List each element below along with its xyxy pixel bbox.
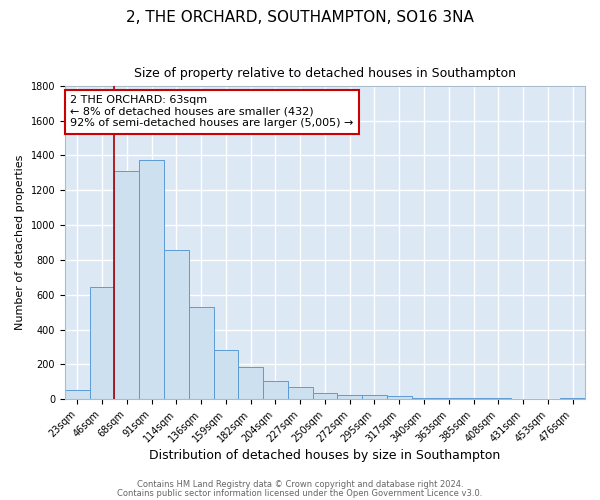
- Text: Contains public sector information licensed under the Open Government Licence v3: Contains public sector information licen…: [118, 488, 482, 498]
- Bar: [412, 398, 436, 399]
- Title: Size of property relative to detached houses in Southampton: Size of property relative to detached ho…: [134, 68, 516, 80]
- Bar: [436, 398, 461, 399]
- Bar: [337, 394, 362, 399]
- Bar: [362, 395, 387, 399]
- Bar: [387, 396, 412, 399]
- Bar: [560, 398, 585, 399]
- Bar: [89, 287, 115, 399]
- Bar: [214, 350, 238, 399]
- Bar: [65, 390, 89, 399]
- Bar: [288, 387, 313, 399]
- Bar: [139, 160, 164, 399]
- Bar: [263, 381, 288, 399]
- Bar: [115, 171, 139, 399]
- Text: 2, THE ORCHARD, SOUTHAMPTON, SO16 3NA: 2, THE ORCHARD, SOUTHAMPTON, SO16 3NA: [126, 10, 474, 25]
- Text: 2 THE ORCHARD: 63sqm
← 8% of detached houses are smaller (432)
92% of semi-detac: 2 THE ORCHARD: 63sqm ← 8% of detached ho…: [70, 95, 353, 128]
- Bar: [461, 398, 486, 399]
- Bar: [164, 250, 189, 399]
- Bar: [486, 398, 511, 399]
- Y-axis label: Number of detached properties: Number of detached properties: [15, 155, 25, 330]
- X-axis label: Distribution of detached houses by size in Southampton: Distribution of detached houses by size …: [149, 450, 500, 462]
- Bar: [313, 393, 337, 399]
- Text: Contains HM Land Registry data © Crown copyright and database right 2024.: Contains HM Land Registry data © Crown c…: [137, 480, 463, 489]
- Bar: [238, 367, 263, 399]
- Bar: [189, 307, 214, 399]
